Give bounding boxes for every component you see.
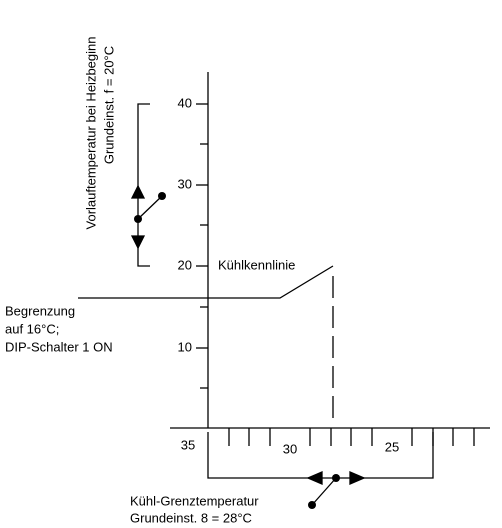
x-axis-label: Kühl-Grenztemperatur [130,493,259,508]
x-tick-label: 25 [385,439,399,454]
x-setting: Grundeinst. 8 = 28°C [130,510,252,525]
x-tick-label: 35 [181,437,195,452]
x-tick-label: 30 [283,441,297,456]
y-tick-label: 20 [178,257,192,272]
knob [308,501,316,509]
y-tick-label: 10 [178,339,192,354]
note: Begrenzung [5,303,75,318]
y-setting: Grundeinst. f = 20°C [101,46,116,164]
y-tick-label: 30 [178,176,192,191]
arrows [130,184,146,250]
cooling-curve [78,265,334,299]
leader [311,477,337,506]
x-ticks [228,428,475,446]
knob [332,474,340,482]
note: auf 16°C; [5,321,59,336]
y-axis-label: Vorlauftemperatur bei Heizbeginn [83,37,98,230]
knob [134,215,142,223]
note: DIP-Schalter 1 ON [5,339,113,354]
leader [137,195,163,220]
curve-label: Kühlkennlinie [218,257,295,272]
knob [158,192,166,200]
bracket [207,432,434,479]
y-ticks [196,103,208,389]
arrows [306,471,366,485]
y-tick-label: 40 [178,95,192,110]
